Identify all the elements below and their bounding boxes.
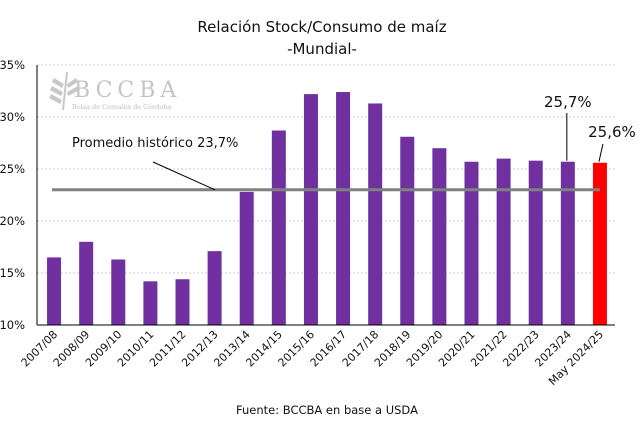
source-note: Fuente: BCCBA en base a USDA bbox=[236, 403, 418, 417]
y-tick-label: 15% bbox=[0, 266, 25, 280]
y-axis-ticks: 10% 15% 20% 25% 30% 35% bbox=[0, 58, 25, 332]
watermark-name: BCCBA bbox=[74, 78, 181, 103]
bccba-watermark: BCCBA Bolsa de Cereales de Córdoba bbox=[49, 72, 181, 111]
watermark-tagline: Bolsa de Cereales de Córdoba bbox=[72, 103, 171, 111]
x-axis-ticks: 2007/082008/092009/102010/112011/122012/… bbox=[19, 328, 606, 388]
bar bbox=[47, 257, 62, 325]
bars bbox=[47, 92, 607, 326]
y-tick-label: 25% bbox=[0, 162, 25, 176]
chart-subtitle: -Mundial- bbox=[287, 40, 357, 58]
bar bbox=[175, 279, 190, 325]
average-label: Promedio histórico 23,7% bbox=[72, 136, 238, 151]
annotation-leader-line bbox=[598, 143, 604, 162]
y-tick-label: 35% bbox=[0, 58, 25, 72]
bar bbox=[239, 191, 254, 325]
bar bbox=[528, 160, 543, 325]
data-annotation: 25,6% bbox=[588, 123, 636, 141]
bar bbox=[400, 136, 415, 325]
data-annotation: 25,7% bbox=[544, 93, 592, 111]
bar bbox=[496, 158, 511, 325]
bar bbox=[368, 103, 383, 325]
bar bbox=[207, 251, 222, 325]
bar bbox=[432, 148, 447, 325]
bar bbox=[271, 130, 286, 325]
wheat-icon bbox=[49, 72, 80, 110]
bar bbox=[336, 92, 351, 325]
bar bbox=[111, 259, 126, 325]
bar bbox=[143, 281, 158, 325]
bar bbox=[592, 162, 607, 325]
y-tick-label: 20% bbox=[0, 214, 25, 228]
gridlines bbox=[37, 64, 615, 274]
chart-title: Relación Stock/Consumo de maíz bbox=[197, 18, 446, 36]
y-tick-label: 10% bbox=[0, 318, 25, 332]
annotations: 25,7% 25,6% bbox=[544, 93, 636, 162]
average-leader-line bbox=[152, 161, 216, 191]
bar bbox=[464, 161, 479, 325]
bar bbox=[79, 241, 94, 325]
bar bbox=[303, 94, 318, 326]
y-tick-label: 30% bbox=[0, 110, 25, 124]
bar bbox=[560, 161, 575, 325]
